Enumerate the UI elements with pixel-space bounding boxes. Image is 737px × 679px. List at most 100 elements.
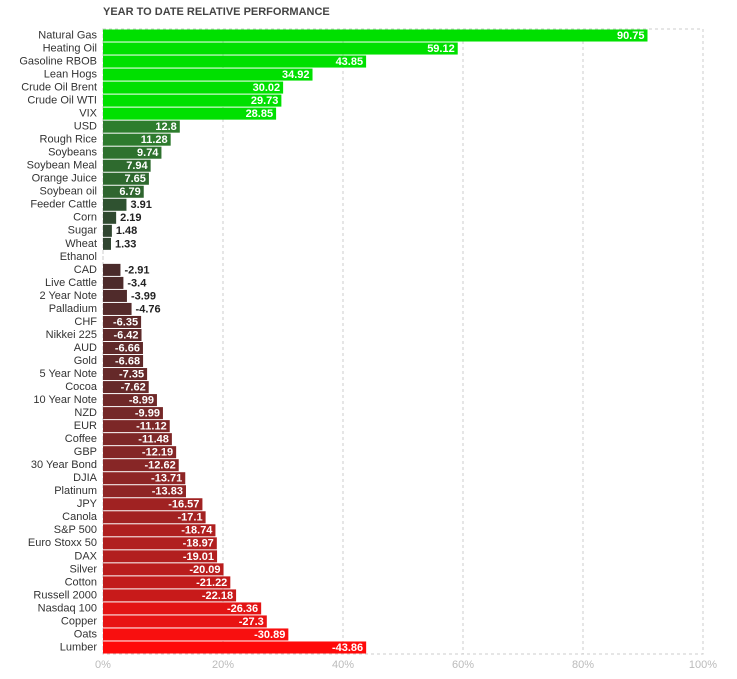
y-tick-label: DJIA: [73, 472, 98, 484]
bar: [103, 159, 151, 172]
value-label: -6.35: [113, 316, 138, 328]
value-label: -7.35: [119, 368, 144, 380]
y-tick-label: Nasdaq 100: [38, 602, 97, 614]
value-label: 7.65: [124, 173, 145, 185]
y-tick-label: Lean Hogs: [44, 68, 98, 80]
value-label: 29.73: [251, 95, 279, 107]
y-tick-label: Live Cattle: [45, 277, 97, 289]
value-label: 30.02: [253, 82, 281, 94]
value-label: -22.18: [202, 590, 233, 602]
y-tick-label: 10 Year Note: [33, 394, 97, 406]
bar: [103, 328, 142, 341]
value-label: -13.71: [151, 473, 182, 485]
bar: [103, 81, 284, 94]
y-tick-label: S&P 500: [54, 524, 97, 536]
value-label: 43.85: [336, 56, 364, 68]
y-tick-label: Nikkei 225: [46, 329, 97, 341]
value-label: -3.4: [127, 277, 147, 289]
bar: [103, 615, 267, 628]
bar: [103, 224, 112, 237]
y-tick-label: VIX: [79, 108, 97, 120]
value-label: -3.99: [131, 290, 156, 302]
y-tick-label: Feeder Cattle: [30, 199, 97, 211]
value-label: 28.85: [246, 108, 274, 120]
x-tick-label: 20%: [212, 659, 234, 671]
bar: [103, 94, 282, 107]
y-tick-label: Sugar: [68, 225, 98, 237]
y-tick-label: Platinum: [54, 485, 97, 497]
value-label: 7.94: [126, 160, 148, 172]
value-label: -18.97: [183, 538, 214, 550]
bar: [103, 133, 171, 146]
bar: [103, 576, 231, 589]
value-label: -18.74: [181, 525, 213, 537]
y-tick-label: Soybeans: [48, 147, 97, 159]
x-tick-label: 60%: [452, 659, 474, 671]
y-tick-label: Corn: [73, 212, 97, 224]
bar: [103, 289, 127, 302]
y-tick-label: Soybean oil: [40, 186, 98, 198]
bar: [103, 563, 224, 576]
bar: [103, 472, 186, 485]
y-tick-label: Natural Gas: [38, 29, 97, 41]
bar: [103, 641, 367, 654]
y-tick-label: DAX: [74, 550, 97, 562]
bar: [103, 433, 172, 446]
bar: [103, 42, 458, 55]
bar: [103, 498, 203, 511]
bar: [103, 107, 277, 120]
y-tick-label: Cocoa: [65, 381, 98, 393]
value-label: -11.12: [136, 421, 167, 433]
bar: [103, 485, 186, 498]
value-label: -6.66: [115, 342, 140, 354]
bar: [103, 172, 149, 185]
y-tick-label: Soybean Meal: [27, 160, 97, 172]
y-tick-label: Canola: [62, 511, 98, 523]
value-label: -27.3: [239, 616, 264, 628]
y-tick-label: CAD: [74, 264, 97, 276]
x-tick-label: 40%: [332, 659, 354, 671]
bar: [103, 524, 216, 537]
value-label: -19.01: [183, 551, 214, 563]
bar: [103, 459, 179, 472]
value-label: 1.48: [116, 225, 137, 237]
bar: [103, 68, 313, 81]
y-tick-label: GBP: [74, 446, 97, 458]
y-tick-label: Lumber: [60, 641, 98, 653]
value-label: 34.92: [282, 69, 310, 81]
y-tick-label: Orange Juice: [32, 173, 97, 185]
value-label: -6.42: [113, 329, 138, 341]
bar: [103, 368, 148, 381]
value-label: -6.68: [115, 355, 140, 367]
y-tick-label: EUR: [74, 420, 97, 432]
value-label: -21.22: [196, 577, 227, 589]
value-label: 3.91: [130, 199, 151, 211]
y-tick-label: Coffee: [65, 433, 97, 445]
value-label: 1.33: [115, 238, 136, 250]
value-label: 2.19: [120, 212, 141, 224]
value-label: 59.12: [427, 43, 455, 55]
value-label: -8.99: [129, 395, 154, 407]
value-label: 90.75: [617, 30, 645, 42]
bar: [103, 394, 157, 407]
y-tick-label: Euro Stoxx 50: [28, 537, 97, 549]
y-tick-label: Heating Oil: [43, 42, 97, 54]
y-tick-label: NZD: [74, 407, 97, 419]
y-tick-label: USD: [74, 121, 97, 133]
bar: [103, 211, 117, 224]
y-tick-label: Cotton: [65, 576, 97, 588]
bar: [103, 315, 142, 328]
bar: [103, 381, 149, 394]
value-label: 12.8: [155, 121, 176, 133]
value-label: -30.89: [254, 629, 285, 641]
value-label: 9.74: [137, 147, 159, 159]
value-label: -16.57: [168, 499, 199, 511]
value-label: -26.36: [227, 603, 258, 615]
value-label: -17.1: [178, 512, 203, 524]
value-label: -2.91: [124, 264, 149, 276]
value-label: -7.62: [121, 381, 146, 393]
bar: [103, 55, 367, 68]
value-label: -43.86: [332, 642, 363, 654]
bar: [103, 237, 111, 250]
bar: [103, 263, 121, 276]
